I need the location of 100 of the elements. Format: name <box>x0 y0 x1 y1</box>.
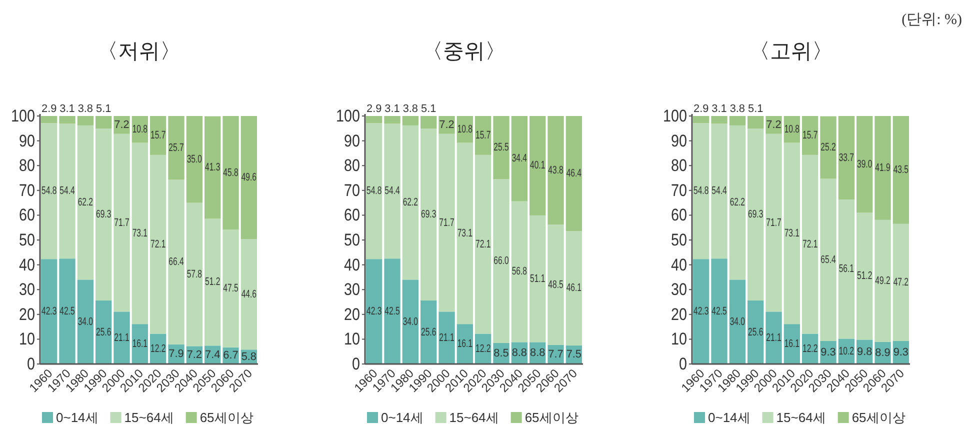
y-tick-label: 30 <box>671 280 690 300</box>
y-tick-label: 40 <box>19 255 38 274</box>
y-tick-label: 10 <box>671 330 690 349</box>
data-label: 7.2 <box>439 118 454 131</box>
data-label: 2.9 <box>366 103 382 115</box>
data-label: 3.1 <box>712 103 727 115</box>
data-label: 2.9 <box>42 103 57 115</box>
legend-label: 0~14세 <box>56 410 98 425</box>
text: (단위: %) <box>902 12 962 28</box>
y-tick-label: 0 <box>27 354 36 374</box>
legend-label: 65세이상 <box>852 410 906 425</box>
data-label: 71.7 <box>766 216 788 229</box>
legend-label: 15~64세 <box>124 410 174 425</box>
data-label: 66.4 <box>168 256 190 268</box>
data-label: 44.6 <box>241 288 263 300</box>
data-label: 54.4 <box>60 185 82 198</box>
data-label: 5.1 <box>96 103 112 115</box>
data-label: 71.7 <box>114 216 136 229</box>
data-label: 8.9 <box>875 346 890 359</box>
data-label: 42.5 <box>384 305 406 318</box>
y-tick-label: 20 <box>19 304 38 324</box>
y-tick-label: 30 <box>19 280 38 300</box>
data-label: 62.2 <box>402 196 424 209</box>
data-label: 46.1 <box>566 282 588 294</box>
data-label: 54.4 <box>384 185 406 198</box>
y-tick-label: 100 <box>336 106 364 126</box>
data-label: 25.7 <box>168 142 190 154</box>
data-label: 34.0 <box>78 316 100 328</box>
y-tick-label: 60 <box>19 206 38 225</box>
y-tick-label: 20 <box>671 304 690 324</box>
data-label: 46.4 <box>566 168 588 180</box>
y-tick-label: 40 <box>344 255 363 274</box>
data-label: 7.2 <box>186 349 202 362</box>
chart-title: 〈고위〉 <box>749 40 833 63</box>
data-label: 62.2 <box>730 196 752 209</box>
y-tick-label: 80 <box>19 156 38 176</box>
legend-label: 65세이상 <box>524 410 578 425</box>
y-tick-label: 90 <box>19 131 38 150</box>
data-label: 9.3 <box>893 346 909 358</box>
data-label: 7.7 <box>548 348 564 360</box>
y-tick-label: 50 <box>19 230 38 250</box>
legend-label: 0~14세 <box>708 410 750 425</box>
y-tick-label: 0 <box>679 354 688 374</box>
data-label: 47.2 <box>893 276 915 288</box>
data-label: 49.6 <box>241 172 263 184</box>
data-label: 71.7 <box>439 216 461 229</box>
data-label: 73.1 <box>784 227 806 240</box>
y-tick-label: 60 <box>344 206 363 225</box>
data-label: 73.1 <box>132 227 154 240</box>
data-label: 3.8 <box>730 103 746 115</box>
data-label: 42.5 <box>712 305 734 318</box>
legend-label: 65세이상 <box>200 410 254 425</box>
y-tick-label: 80 <box>344 156 363 176</box>
data-label: 3.1 <box>60 103 75 115</box>
data-label: 25.5 <box>494 142 516 154</box>
data-label: 9.3 <box>820 346 836 358</box>
data-label: 7.4 <box>205 348 220 361</box>
data-label: 3.1 <box>384 103 400 115</box>
data-label: 3.8 <box>402 103 418 115</box>
data-label: 66.0 <box>494 255 516 268</box>
data-label: 73.1 <box>457 227 479 240</box>
y-tick-label: 40 <box>671 255 690 274</box>
data-label: 8.8 <box>530 347 546 360</box>
data-label: 34.0 <box>730 316 752 328</box>
data-label: 72.1 <box>802 238 824 250</box>
y-tick-label: 100 <box>11 106 40 126</box>
y-tick-label: 70 <box>344 180 363 200</box>
y-tick-label: 10 <box>344 330 363 349</box>
data-label: 42.5 <box>60 305 82 318</box>
legend-label: 15~64세 <box>776 410 826 425</box>
y-tick-label: 30 <box>344 280 363 300</box>
y-tick-label: 60 <box>671 206 690 225</box>
data-label: 34.0 <box>402 316 424 328</box>
legend-label: 15~64세 <box>449 410 499 425</box>
y-tick-label: 100 <box>663 106 692 126</box>
chart-title: 〈저위〉 <box>97 40 181 63</box>
data-label: 8.8 <box>512 347 528 360</box>
y-tick-label: 50 <box>671 230 690 250</box>
data-label: 7.5 <box>566 348 582 361</box>
data-label: 3.8 <box>78 103 94 115</box>
y-tick-label: 70 <box>19 180 38 200</box>
data-label: 15.7 <box>476 129 497 142</box>
data-label: 15.7 <box>150 129 172 142</box>
y-tick-label: 0 <box>352 354 362 374</box>
data-label: 43.5 <box>893 164 915 176</box>
data-label: 7.9 <box>168 348 184 360</box>
data-label: 54.4 <box>712 185 734 198</box>
data-label: 5.1 <box>421 103 436 115</box>
y-tick-label: 90 <box>671 131 690 150</box>
data-label: 72.1 <box>476 238 497 250</box>
data-label: 72.1 <box>150 238 172 250</box>
data-label: 65.4 <box>820 254 842 266</box>
data-label: 9.8 <box>857 346 872 358</box>
y-tick-label: 50 <box>344 230 363 250</box>
data-label: 7.2 <box>114 118 130 131</box>
data-label: 5.1 <box>748 103 764 115</box>
data-label: 25.2 <box>820 141 842 154</box>
data-label: 7.2 <box>766 118 782 131</box>
data-label: 2.9 <box>694 103 709 115</box>
data-label: 15.7 <box>802 129 824 142</box>
